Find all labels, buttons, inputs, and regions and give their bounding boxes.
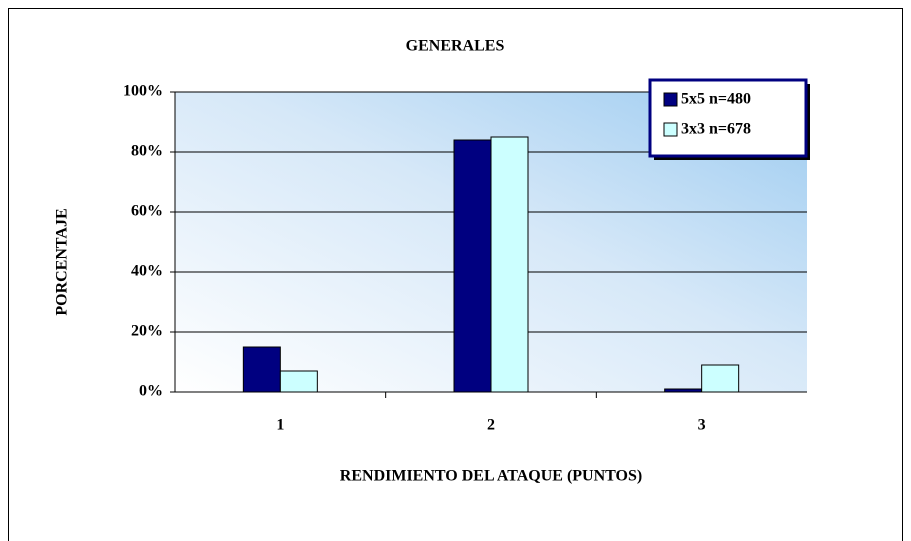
x-tick-label: 3 xyxy=(698,417,706,434)
y-tick-label: 20% xyxy=(131,323,163,340)
bar xyxy=(701,364,740,393)
x-tick-label: 2 xyxy=(487,417,495,434)
legend-swatch xyxy=(663,122,678,137)
x-axis-label: RENDIMIENTO DEL ATAQUE (PUNTOS) xyxy=(340,468,642,485)
legend-swatch xyxy=(663,92,678,107)
y-tick-label: 40% xyxy=(131,263,163,280)
bar xyxy=(242,346,281,393)
y-tick-label: 60% xyxy=(131,203,163,220)
legend-label: 3x3 n=678 xyxy=(681,121,751,138)
bar xyxy=(279,370,318,393)
y-tick-label: 0% xyxy=(139,383,163,400)
legend-label: 5x5 n=480 xyxy=(681,91,751,108)
chart-title: GENERALES xyxy=(406,38,505,55)
bar xyxy=(490,136,529,393)
y-axis-label: PORCENTAJE xyxy=(54,208,71,315)
x-tick-label: 1 xyxy=(276,417,284,434)
y-tick-label: 100% xyxy=(123,83,163,100)
bar xyxy=(453,139,492,393)
y-tick-label: 80% xyxy=(131,143,163,160)
